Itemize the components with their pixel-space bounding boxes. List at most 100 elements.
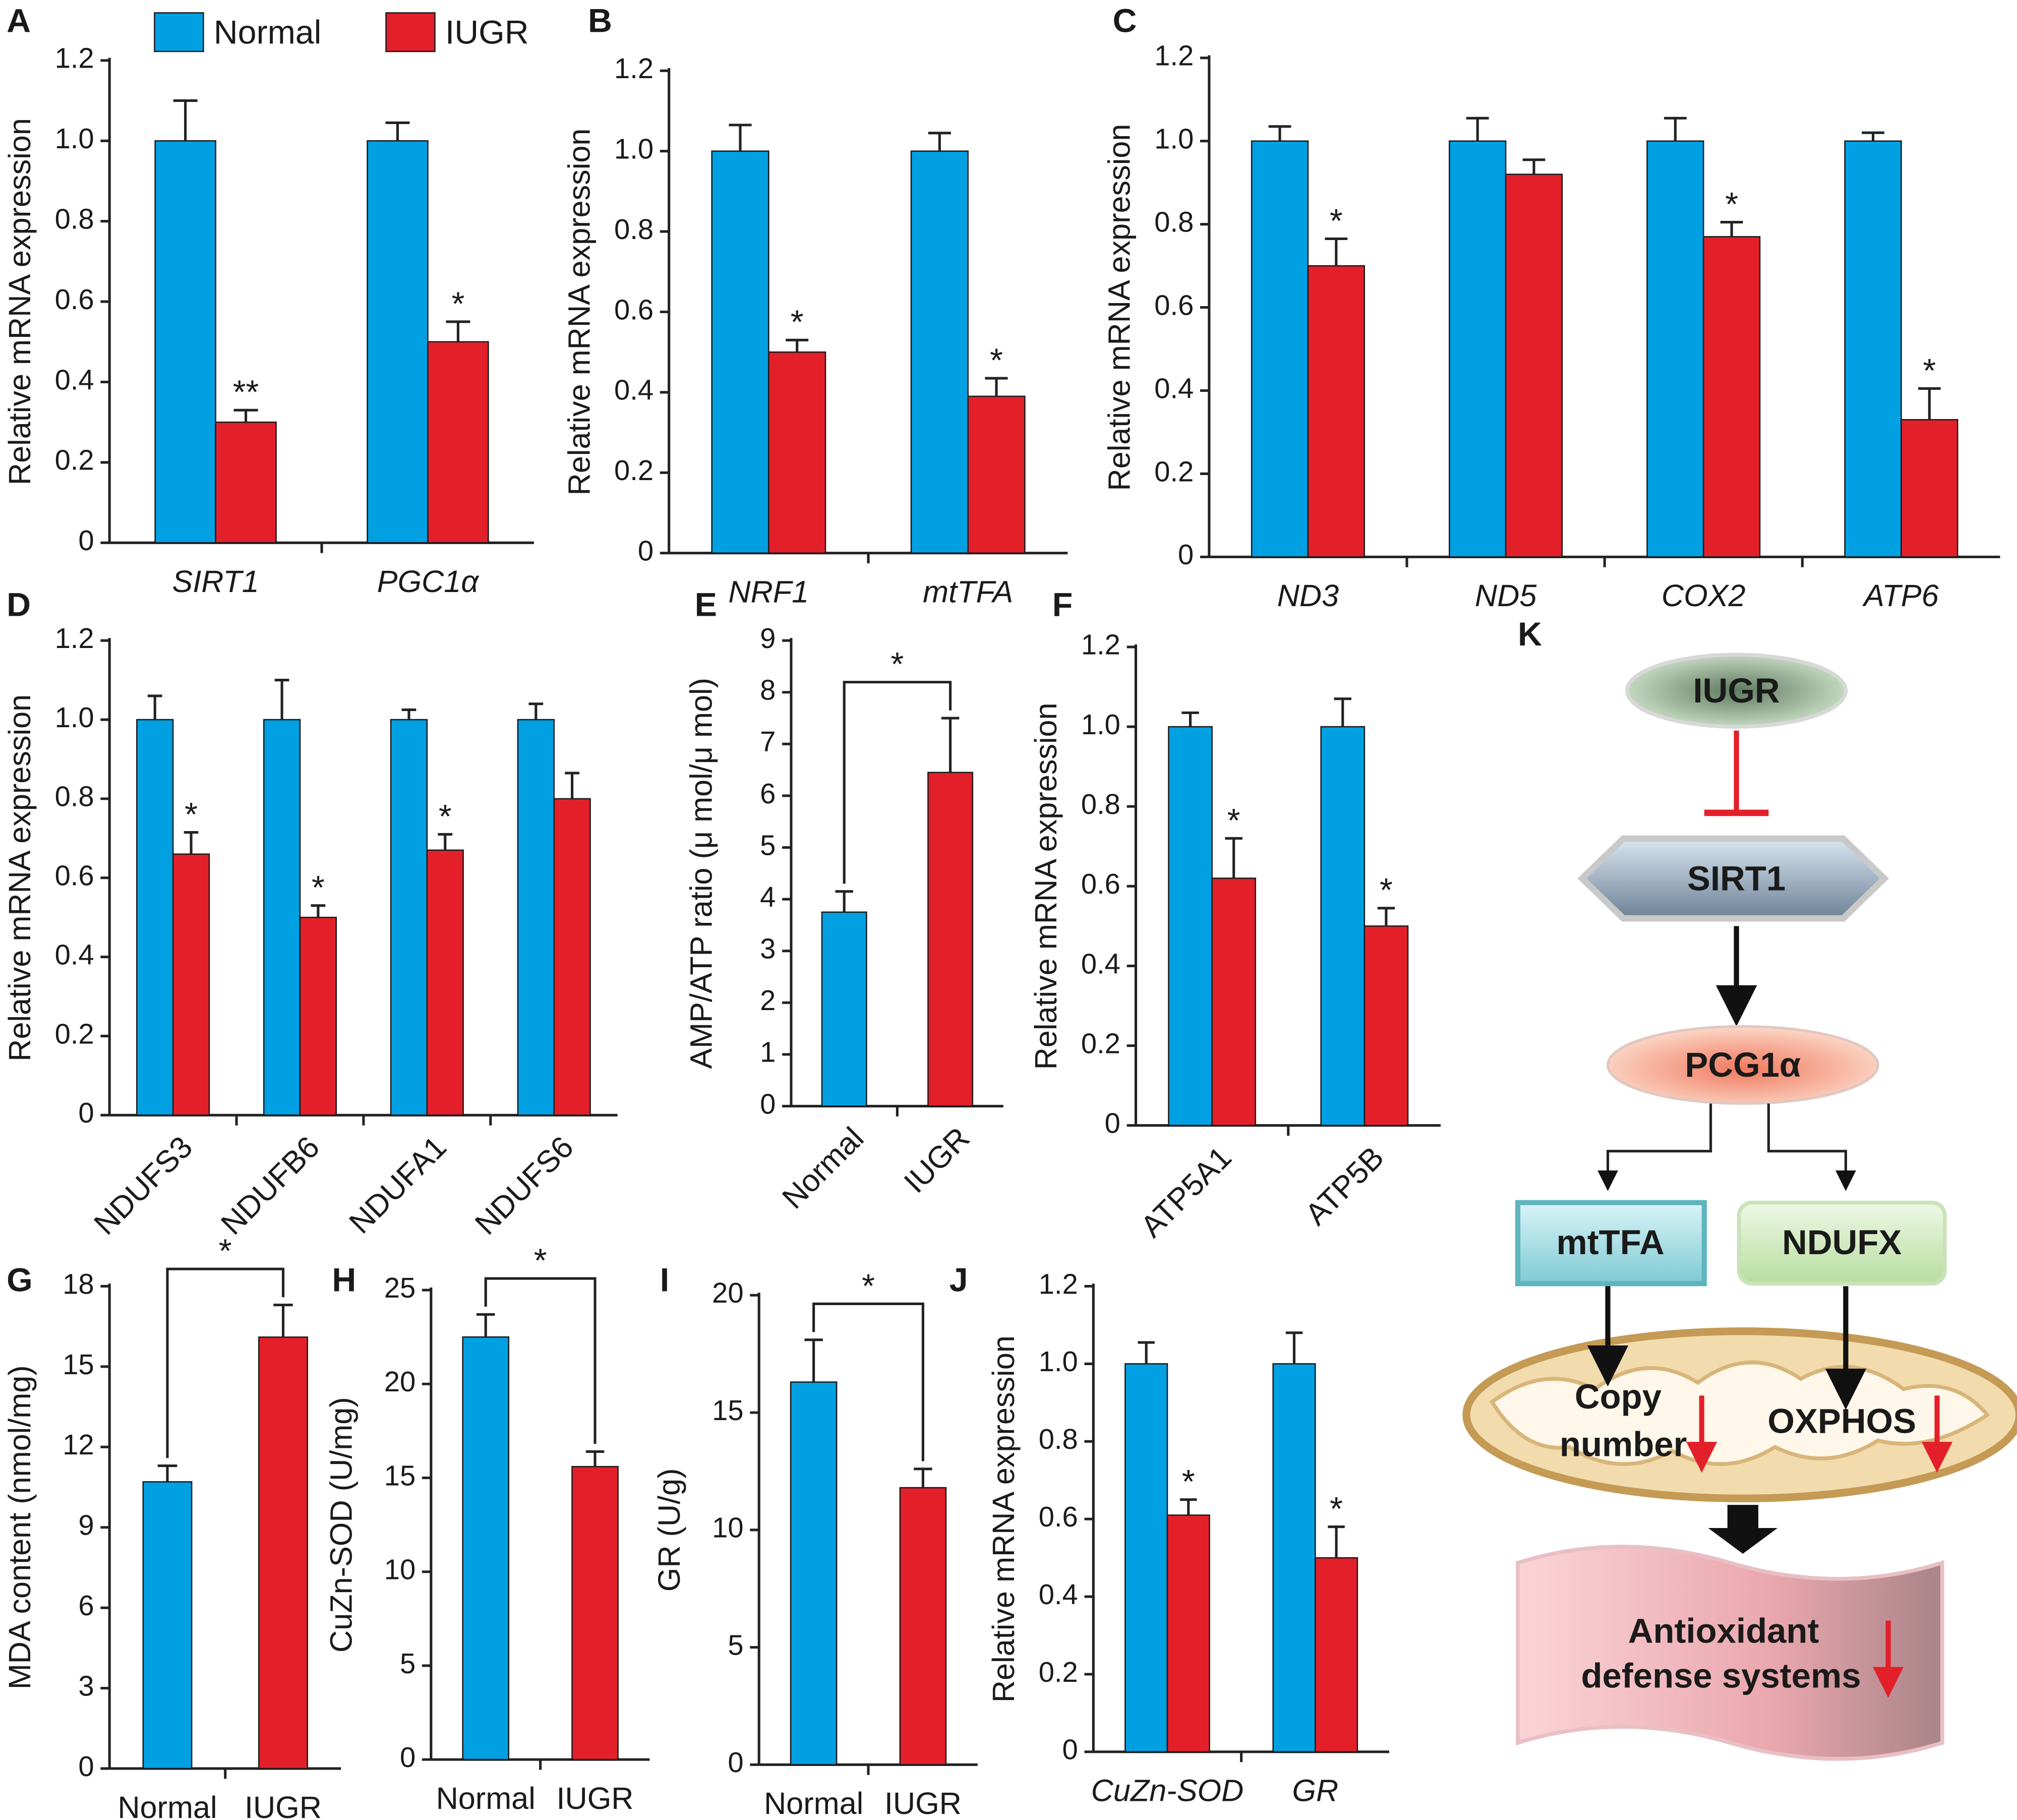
bar [1363, 925, 1409, 1126]
y-tick-label: 0 [400, 1741, 416, 1773]
error-bar [401, 708, 417, 720]
y-axis-label: CuZn-SOD (U/mg) [324, 1397, 359, 1653]
y-axis-label: GR (U/g) [652, 1468, 686, 1592]
y-tick-label: 7 [760, 726, 776, 757]
significance: * [1725, 186, 1738, 223]
y-tick-label: 0.8 [1039, 1423, 1078, 1455]
y-tick-label: 1.0 [55, 123, 94, 154]
y-tick-label: 0.6 [55, 283, 94, 315]
y-tick-label: 2 [760, 984, 776, 1016]
y-tick-label: 1.2 [1039, 1268, 1078, 1300]
significance: * [451, 285, 464, 323]
y-tick-label: 0.2 [1039, 1656, 1078, 1688]
error-bar [1862, 131, 1884, 141]
y-tick-label: 10 [712, 1512, 743, 1544]
significance: * [990, 342, 1003, 379]
error-bar [835, 890, 853, 912]
y-tick-label: 18 [63, 1268, 94, 1300]
bar [910, 150, 969, 554]
bar [517, 719, 555, 1116]
y-tick-label: 1.0 [1039, 1345, 1078, 1377]
y-tick-label: 20 [712, 1277, 743, 1309]
y-tick-label: 5 [760, 829, 776, 861]
y-tick-label: 10 [384, 1554, 416, 1586]
panel-letter: D [7, 586, 31, 623]
x-tick-label: NDUFA1 [342, 1130, 453, 1240]
legend-label: Normal [214, 14, 322, 51]
y-tick-label: 0 [1178, 539, 1194, 570]
node-label: number [1560, 1425, 1687, 1464]
bar [299, 916, 337, 1116]
error-bar [1325, 237, 1348, 266]
y-tick-label: 1.2 [55, 622, 94, 654]
error-bar [1334, 697, 1352, 727]
y-axis-label: Relative mRNA expression [3, 118, 37, 485]
bar [427, 341, 489, 544]
bar [1844, 140, 1902, 558]
significance: * [439, 798, 452, 835]
x-tick-label: IUGR [556, 1781, 633, 1815]
node-label: SIRT1 [1687, 859, 1786, 898]
y-tick-label: 0.6 [1154, 289, 1194, 321]
y-tick-label: 15 [384, 1459, 416, 1491]
error-bar [147, 694, 162, 720]
bar [1320, 726, 1366, 1126]
x-tick-label: COX2 [1662, 578, 1746, 613]
x-tick-label: Normal [117, 1790, 217, 1820]
bracket [812, 1302, 924, 1461]
x-tick-label: IUGR [884, 1786, 962, 1820]
significance: * [791, 304, 804, 341]
y-axis-label: AMP/ATP ratio (μ mol/μ mol) [684, 678, 719, 1069]
error-bar [729, 124, 752, 151]
error-bar [1138, 1341, 1155, 1364]
error-bar [157, 1464, 177, 1482]
error-bar [1522, 158, 1546, 174]
panel-letter: J [950, 1261, 968, 1299]
significance: * [1182, 1463, 1195, 1501]
error-bar [1285, 1331, 1303, 1364]
bracket [843, 681, 952, 884]
y-tick-label: 0.4 [1081, 948, 1120, 979]
y-axis-label: Relative mRNA expression [562, 129, 596, 496]
significance: * [185, 796, 198, 833]
bar [711, 150, 769, 554]
y-tick-label: 0.6 [1081, 868, 1120, 900]
bar [553, 798, 591, 1116]
bar [571, 1465, 619, 1760]
error-bar [173, 99, 198, 141]
bar [1168, 726, 1213, 1126]
error-bar [1720, 220, 1743, 237]
bar [172, 853, 210, 1116]
error-bar [273, 1304, 293, 1337]
x-tick-label: ATP5B [1298, 1140, 1390, 1231]
legend-swatch [154, 12, 204, 52]
x-tick-label: GR [1292, 1774, 1338, 1808]
bar [462, 1336, 510, 1760]
x-tick-label: NDUFB6 [214, 1130, 326, 1241]
bar [1315, 1557, 1358, 1753]
bar [1901, 419, 1959, 558]
panel-letter: H [332, 1261, 356, 1299]
y-tick-label: 1.2 [614, 52, 654, 84]
bar [1211, 877, 1257, 1126]
x-tick-label: IUGR [245, 1790, 322, 1820]
y-axis-label: Relative mRNA expression [1029, 702, 1063, 1070]
bar [1449, 140, 1507, 558]
y-tick-label: 0 [1105, 1107, 1120, 1139]
y-tick-label: 3 [760, 933, 776, 965]
significance: * [1330, 1490, 1343, 1528]
y-tick-label: 0 [760, 1088, 776, 1120]
node-label: NDUFX [1782, 1223, 1902, 1262]
y-tick-label: 3 [78, 1670, 94, 1701]
arrow [1767, 1103, 1856, 1191]
y-tick-label: 0.6 [1039, 1501, 1078, 1533]
y-tick-label: 0 [638, 535, 654, 567]
x-tick-label: NRF1 [728, 575, 809, 609]
bar [1702, 236, 1761, 558]
node-label: defense systems [1581, 1657, 1861, 1695]
error-bar [438, 833, 453, 850]
y-axis-label: Relative mRNA expression [3, 694, 37, 1062]
error-bar [565, 772, 579, 799]
significance: * [1330, 202, 1343, 240]
y-tick-label: 9 [760, 622, 776, 654]
